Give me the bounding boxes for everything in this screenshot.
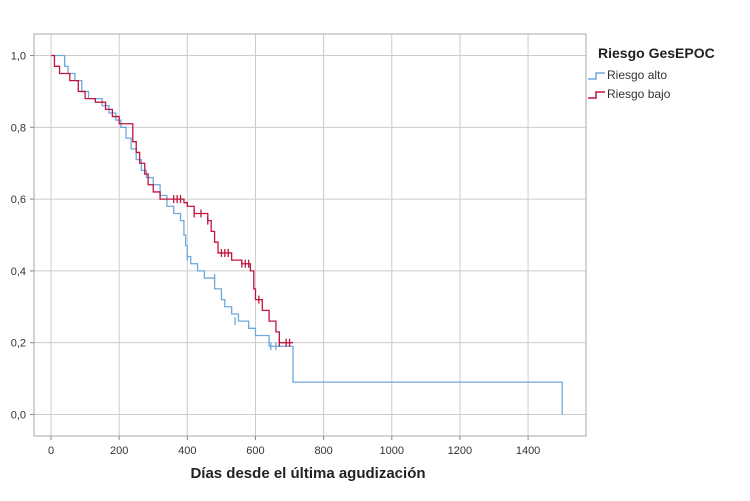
x-tick-label: 1000 [380,445,404,457]
legend-swatch-riesgo-alto [588,72,605,80]
y-tick-label: 0,8 [11,122,26,134]
x-axis-label: Días desde el última agudización [190,465,425,482]
x-tick-label: 0 [48,445,54,457]
legend-item-riesgo-bajo: Riesgo bajo [588,87,671,101]
x-axis-ticks: 0 200 400 600 800 1000 1200 1400 [48,436,540,457]
legend: Riesgo GesEPOC Riesgo alto Riesgo bajo [588,45,715,101]
x-tick-label: 200 [110,445,128,457]
y-axis-ticks: 0,0 0,2 0,4 0,6 0,8 1,0 [11,51,34,421]
legend-label-riesgo-bajo: Riesgo bajo [607,87,671,101]
series-line-riesgo-alto [51,54,563,415]
legend-swatch-riesgo-bajo [588,91,605,99]
grid [34,34,586,436]
y-tick-label: 1,0 [11,51,26,63]
plot-frame [33,33,587,437]
legend-item-riesgo-alto: Riesgo alto [588,68,667,82]
legend-label-riesgo-alto: Riesgo alto [607,68,667,82]
x-tick-label: 400 [178,445,196,457]
y-tick-label: 0,4 [11,266,26,278]
x-tick-label: 1200 [448,445,472,457]
y-tick-label: 0,2 [11,338,26,350]
legend-title: Riesgo GesEPOC [598,45,715,61]
x-tick-label: 800 [314,445,332,457]
y-tick-label: 0,0 [11,409,26,421]
x-tick-label: 1400 [516,445,540,457]
series-layer [51,54,563,415]
y-tick-label: 0,6 [11,194,26,206]
x-tick-label: 600 [246,445,264,457]
